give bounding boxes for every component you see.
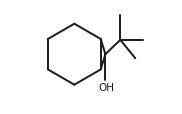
Text: OH: OH <box>98 82 114 92</box>
